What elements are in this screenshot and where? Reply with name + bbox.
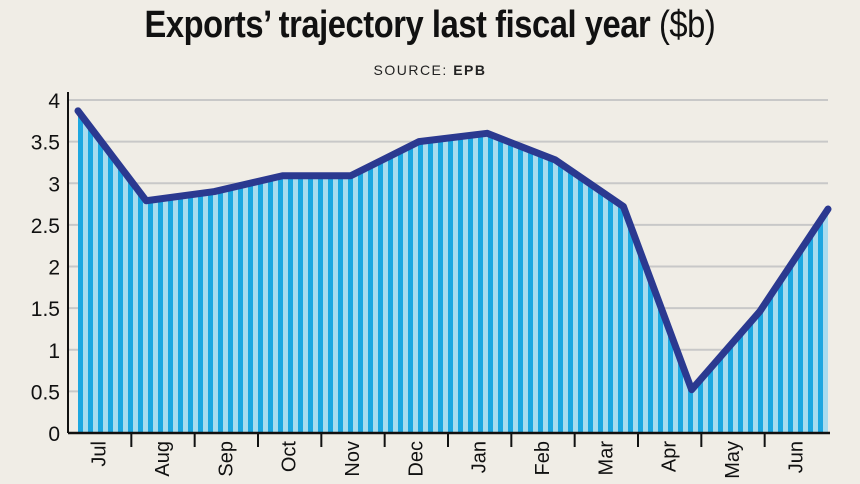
data-point [77, 110, 79, 112]
x-tick-labels: Jul Aug Sep Oct Nov Dec Jan Feb Mar Apr May Jun [89, 441, 808, 479]
y-tick-label: 0.5 [31, 381, 60, 404]
data-point [350, 175, 352, 177]
source-line: SOURCE: EPB [0, 62, 860, 78]
data-point [622, 206, 624, 208]
data-point [486, 132, 488, 134]
chart-title: Exports’ trajectory last fiscal year ($b… [0, 4, 860, 47]
x-tick-label: Sep [215, 441, 237, 477]
x-tick-label: Feb [532, 441, 554, 475]
y-tick-label: 1.5 [31, 298, 60, 321]
x-tick-label: Apr [659, 441, 681, 472]
x-tick-label: Mar [595, 441, 617, 476]
data-point [759, 310, 761, 312]
data-point [282, 175, 284, 177]
axes [67, 92, 830, 447]
area-fill [78, 110, 828, 433]
source-name: EPB [453, 62, 487, 78]
y-tick-label: 2.5 [31, 215, 60, 238]
data-point [827, 208, 829, 210]
data-point [418, 141, 420, 143]
chart-title-text: Exports’ trajectory last fiscal year ($b… [145, 4, 716, 47]
area-fill-group [78, 110, 828, 433]
x-tick-label: May [722, 441, 744, 479]
y-tick-labels: 0 0.5 1 1.5 2 2.5 3 3.5 4 [31, 90, 61, 446]
x-tick-label: Jul [89, 441, 111, 467]
data-point [554, 159, 556, 161]
y-tick-label: 4 [48, 90, 60, 113]
x-tick-label: Oct [279, 441, 301, 473]
title-unit: ($b) [659, 4, 716, 46]
x-tick-label: Aug [152, 441, 174, 477]
source-label: SOURCE: [373, 62, 448, 78]
y-tick-label: 3.5 [31, 132, 60, 155]
x-tick-label: Jun [785, 441, 807, 473]
y-tick-label: 2 [48, 257, 60, 280]
x-tick-label: Nov [342, 441, 364, 477]
title-main: Exports’ trajectory last fiscal year [144, 4, 651, 46]
x-tick-label: Jan [469, 441, 491, 473]
y-tick-label: 3 [48, 173, 60, 196]
series-line [74, 107, 832, 394]
y-tick-label: 0 [48, 423, 60, 446]
x-tick-label: Dec [405, 441, 427, 477]
series-line-group [74, 107, 832, 394]
data-point [213, 191, 215, 193]
data-point [691, 389, 693, 391]
data-point [145, 200, 147, 202]
y-tick-label: 1 [48, 340, 60, 363]
